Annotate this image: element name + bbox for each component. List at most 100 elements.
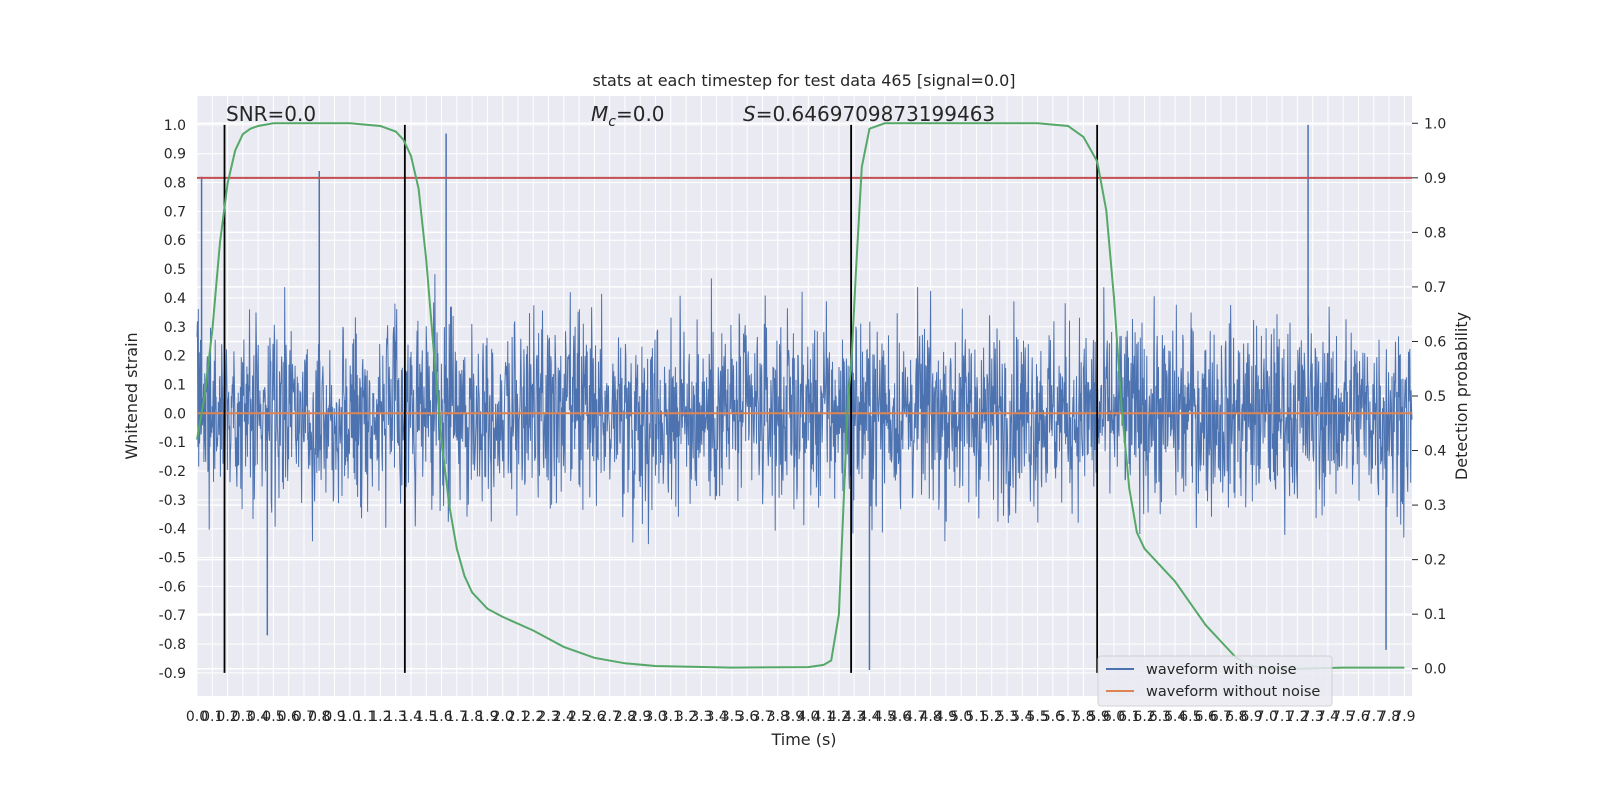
y-tick-label: -0.7	[159, 608, 186, 624]
x-tick-label: 2.5	[568, 709, 590, 725]
x-tick-label: 5.1	[965, 709, 987, 725]
y-tick-label: 0.7	[164, 204, 186, 220]
y-tick-label: 0.0	[164, 406, 186, 422]
right-y-tick-label: 0.9	[1424, 171, 1446, 187]
right-y-tick-label: 0.1	[1424, 607, 1446, 623]
x-tick-label: 6.2	[1133, 709, 1155, 725]
snr-annotation: SNR=0.0	[226, 102, 316, 126]
y-tick-label: -0.1	[159, 435, 186, 451]
x-tick-label: 6.4	[1164, 709, 1186, 725]
x-tick-label: 1.4	[400, 709, 422, 725]
right-y-tick-label: 0.4	[1424, 444, 1446, 460]
right-y-tick-label: 0.3	[1424, 498, 1446, 514]
x-tick-label: 5.3	[996, 709, 1018, 725]
y-tick-label: 0.9	[164, 147, 186, 163]
x-tick-label: 1.3	[385, 709, 407, 725]
right-y-axis-label: Detection probability	[1452, 312, 1471, 480]
x-tick-label: 7.3	[1302, 709, 1324, 725]
y-tick-label: 0.6	[164, 233, 186, 249]
x-tick-label: 7.2	[1286, 709, 1308, 725]
y-tick-label: 1.0	[164, 118, 186, 134]
x-tick-label: 5.6	[1042, 709, 1064, 725]
y-tick-label: 0.1	[164, 377, 186, 393]
x-tick-label: 3.3	[690, 709, 712, 725]
x-tick-label: 1.7	[446, 709, 468, 725]
x-tick-label: 5.7	[1057, 709, 1079, 725]
mc-annotation: Mc=0.0	[591, 102, 665, 130]
y-tick-label: -0.9	[159, 666, 186, 682]
right-y-tick-label: 0.7	[1424, 280, 1446, 296]
x-tick-label: 5.2	[981, 709, 1003, 725]
x-tick-label: 0.5	[262, 709, 284, 725]
x-tick-label: 4.6	[889, 709, 911, 725]
x-tick-label: 5.0	[950, 709, 972, 725]
x-tick-label: 6.1	[1118, 709, 1140, 725]
x-tick-label: 4.7	[904, 709, 926, 725]
x-tick-label: 3.9	[782, 709, 804, 725]
x-tick-label: 2.3	[537, 709, 559, 725]
x-tick-label: 0.6	[278, 709, 300, 725]
x-tick-label: 3.5	[721, 709, 743, 725]
x-tick-label: 2.0	[492, 709, 514, 725]
x-tick-label: 5.4	[1011, 709, 1033, 725]
y-tick-label: 0.8	[164, 176, 186, 192]
legend-entry-clean: waveform without noise	[1146, 684, 1320, 700]
x-tick-label: 0.0	[186, 709, 208, 725]
y-tick-label: -0.5	[159, 551, 186, 567]
y-tick-label: 0.4	[164, 291, 186, 307]
x-tick-label: 4.3	[843, 709, 865, 725]
x-tick-label: 6.9	[1240, 709, 1262, 725]
y-tick-label: -0.8	[159, 637, 186, 653]
x-tick-label: 7.5	[1332, 709, 1354, 725]
x-tick-label: 2.4	[553, 709, 575, 725]
x-tick-label: 1.1	[354, 709, 376, 725]
right-y-tick-label: 0.5	[1424, 389, 1446, 405]
x-tick-label: 0.4	[247, 709, 269, 725]
legend-box	[1097, 655, 1333, 707]
x-tick-label: 2.6	[583, 709, 605, 725]
right-y-tick-label: 0.0	[1424, 662, 1446, 678]
y-tick-label: 0.5	[164, 262, 186, 278]
x-tick-label: 5.8	[1072, 709, 1094, 725]
x-tick-label: 6.0	[1103, 709, 1125, 725]
right-y-ticks: 0.0 0.1 0.2 0.3 0.4 0.5 0.6 0.7 0.8 0.9 1.0	[1412, 116, 1446, 678]
x-tick-label: 0.8	[308, 709, 330, 725]
x-tick-label: 1.9	[476, 709, 498, 725]
x-tick-label: 0.7	[293, 709, 315, 725]
x-tick-label: 1.8	[461, 709, 483, 725]
x-tick-label: 1.2	[369, 709, 391, 725]
x-tick-label: 0.1	[201, 709, 223, 725]
x-tick-label: 4.1	[812, 709, 834, 725]
x-tick-label: 4.2	[828, 709, 850, 725]
legend: waveform with noise waveform without noi…	[1097, 655, 1333, 707]
x-tick-label: 6.6	[1195, 709, 1217, 725]
x-tick-label: 6.7	[1210, 709, 1232, 725]
x-tick-label: 6.5	[1179, 709, 1201, 725]
left-y-ticks: -0.9 -0.8 -0.7 -0.6 -0.5 -0.4 -0.3 -0.2 -0.1 0.0 0…	[159, 118, 186, 682]
x-tick-label: 3.6	[736, 709, 758, 725]
x-tick-label: 7.4	[1317, 709, 1339, 725]
x-axis-label: Time (s)	[770, 730, 836, 749]
x-tick-label: 1.6	[430, 709, 452, 725]
y-tick-label: -0.2	[159, 464, 186, 480]
x-tick-label: 7.0	[1256, 709, 1278, 725]
right-y-tick-label: 0.6	[1424, 334, 1446, 350]
x-tick-label: 2.2	[522, 709, 544, 725]
x-tick-label: 5.9	[1088, 709, 1110, 725]
x-tick-label: 3.4	[705, 709, 727, 725]
right-y-tick-label: 0.8	[1424, 225, 1446, 241]
x-tick-label: 3.0	[644, 709, 666, 725]
x-tick-label: 0.3	[232, 709, 254, 725]
x-ticks: 0.00.10.20.30.40.50.60.70.80.91.01.11.21…	[186, 709, 1416, 725]
x-tick-label: 0.2	[216, 709, 238, 725]
y-axis-label: Whitened strain	[122, 332, 141, 459]
x-tick-label: 4.0	[797, 709, 819, 725]
x-tick-label: 0.9	[323, 709, 345, 725]
x-tick-label: 2.8	[614, 709, 636, 725]
y-tick-label: 0.3	[164, 320, 186, 336]
x-tick-label: 2.9	[629, 709, 651, 725]
y-tick-label: 0.2	[164, 349, 186, 365]
waveform-with-noise-line	[196, 274, 1413, 545]
x-tick-label: 7.9	[1393, 709, 1415, 725]
